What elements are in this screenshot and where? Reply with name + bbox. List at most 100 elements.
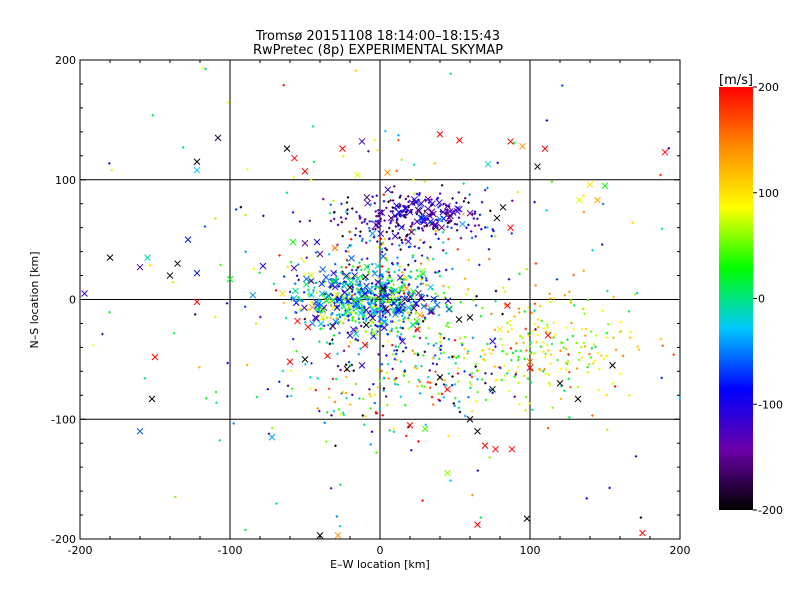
scatter-dot xyxy=(346,246,350,249)
scatter-dot xyxy=(346,208,349,211)
scatter-dot xyxy=(613,385,617,388)
scatter-dot xyxy=(374,324,377,327)
scatter-dot xyxy=(571,334,575,338)
scatter-dot xyxy=(414,312,417,315)
scatter-dot xyxy=(527,306,530,309)
scatter-dot xyxy=(472,217,476,220)
scatter-dot xyxy=(494,235,497,238)
scatter-cross xyxy=(350,297,358,305)
scatter-dot xyxy=(507,390,510,393)
scatter-dot xyxy=(331,338,334,341)
scatter-dot xyxy=(371,262,374,266)
scatter-dot xyxy=(499,366,502,370)
scatter-dot xyxy=(293,282,297,285)
scatter-dot xyxy=(310,362,313,365)
scatter-dot xyxy=(321,294,324,297)
scatter-dot xyxy=(539,304,542,308)
scatter-dot xyxy=(484,398,488,402)
scatter-cross xyxy=(319,314,326,321)
scatter-cross xyxy=(436,215,444,223)
scatter-dot xyxy=(492,229,495,233)
scatter-dot xyxy=(400,238,403,242)
scatter-dot xyxy=(411,223,414,226)
scatter-dot xyxy=(295,274,299,277)
scatter-dot xyxy=(427,375,430,379)
scatter-cross xyxy=(493,214,501,222)
scatter-dot xyxy=(566,362,569,366)
scatter-dot xyxy=(555,278,559,281)
scatter-dot xyxy=(430,395,434,399)
scatter-cross xyxy=(411,196,418,203)
colorbar-tick-label: -100 xyxy=(758,398,783,411)
scatter-cross xyxy=(369,314,377,322)
scatter-dot xyxy=(350,268,354,272)
scatter-dot xyxy=(336,285,339,289)
scatter-cross xyxy=(332,318,340,326)
scatter-dot xyxy=(214,217,217,220)
scatter-dot xyxy=(575,367,579,370)
scatter-cross xyxy=(403,285,410,292)
scatter-dot xyxy=(514,349,518,353)
scatter-dot xyxy=(336,352,339,355)
scatter-dot xyxy=(458,410,462,414)
scatter-dot xyxy=(435,363,439,366)
scatter-cross xyxy=(345,304,353,311)
scatter-dot xyxy=(227,101,230,104)
scatter-dot xyxy=(402,283,406,286)
scatter-dot xyxy=(429,246,432,249)
scatter-dot xyxy=(476,469,479,472)
scatter-dot xyxy=(339,216,343,219)
scatter-dot xyxy=(572,273,575,277)
scatter-cross xyxy=(436,199,443,206)
scatter-dot xyxy=(341,234,344,238)
scatter-dot xyxy=(575,341,578,345)
scatter-dot xyxy=(544,330,548,333)
scatter-dot xyxy=(437,398,440,401)
scatter-dot xyxy=(481,306,484,310)
scatter-cross xyxy=(408,228,415,236)
scatter-cross xyxy=(332,278,340,285)
scatter-dot xyxy=(395,352,398,356)
scatter-dot xyxy=(559,397,563,401)
scatter-dot xyxy=(396,263,399,266)
scatter-dot xyxy=(420,364,423,368)
scatter-dot xyxy=(304,362,307,366)
scatter-dot xyxy=(303,321,307,324)
scatter-dot xyxy=(291,337,295,341)
scatter-dot xyxy=(255,395,259,399)
scatter-dot xyxy=(503,303,507,306)
scatter-dot xyxy=(406,311,410,315)
scatter-dot xyxy=(371,306,374,309)
scatter-dot xyxy=(483,353,487,356)
scatter-cross xyxy=(304,323,312,331)
scatter-cross xyxy=(661,148,669,156)
scatter-dot xyxy=(437,270,441,273)
scatter-dot xyxy=(525,268,529,271)
scatter-dot xyxy=(383,237,386,241)
scatter-dot xyxy=(362,397,365,401)
scatter-cross xyxy=(371,270,379,277)
scatter-dot xyxy=(503,374,506,378)
scatter-dot xyxy=(572,327,575,331)
scatter-dot xyxy=(600,354,603,357)
scatter-cross xyxy=(417,214,425,222)
scatter-dot xyxy=(344,317,347,321)
scatter-dot xyxy=(400,158,403,161)
scatter-dot xyxy=(463,347,467,351)
scatter-dot xyxy=(439,336,442,339)
scatter-cross xyxy=(436,373,444,381)
scatter-dot xyxy=(542,370,545,373)
scatter-dot xyxy=(414,259,417,263)
scatter-dot xyxy=(327,387,331,391)
scatter-cross xyxy=(226,275,234,283)
scatter-dot xyxy=(601,202,605,206)
scatter-dot xyxy=(434,229,437,233)
scatter-dot xyxy=(411,303,414,306)
scatter-cross xyxy=(354,171,361,179)
scatter-dot xyxy=(387,237,391,241)
scatter-dot xyxy=(329,203,332,206)
scatter-dot xyxy=(427,201,431,204)
scatter-dot xyxy=(439,340,442,343)
scatter-cross xyxy=(405,304,412,311)
scatter-dot xyxy=(327,396,331,399)
